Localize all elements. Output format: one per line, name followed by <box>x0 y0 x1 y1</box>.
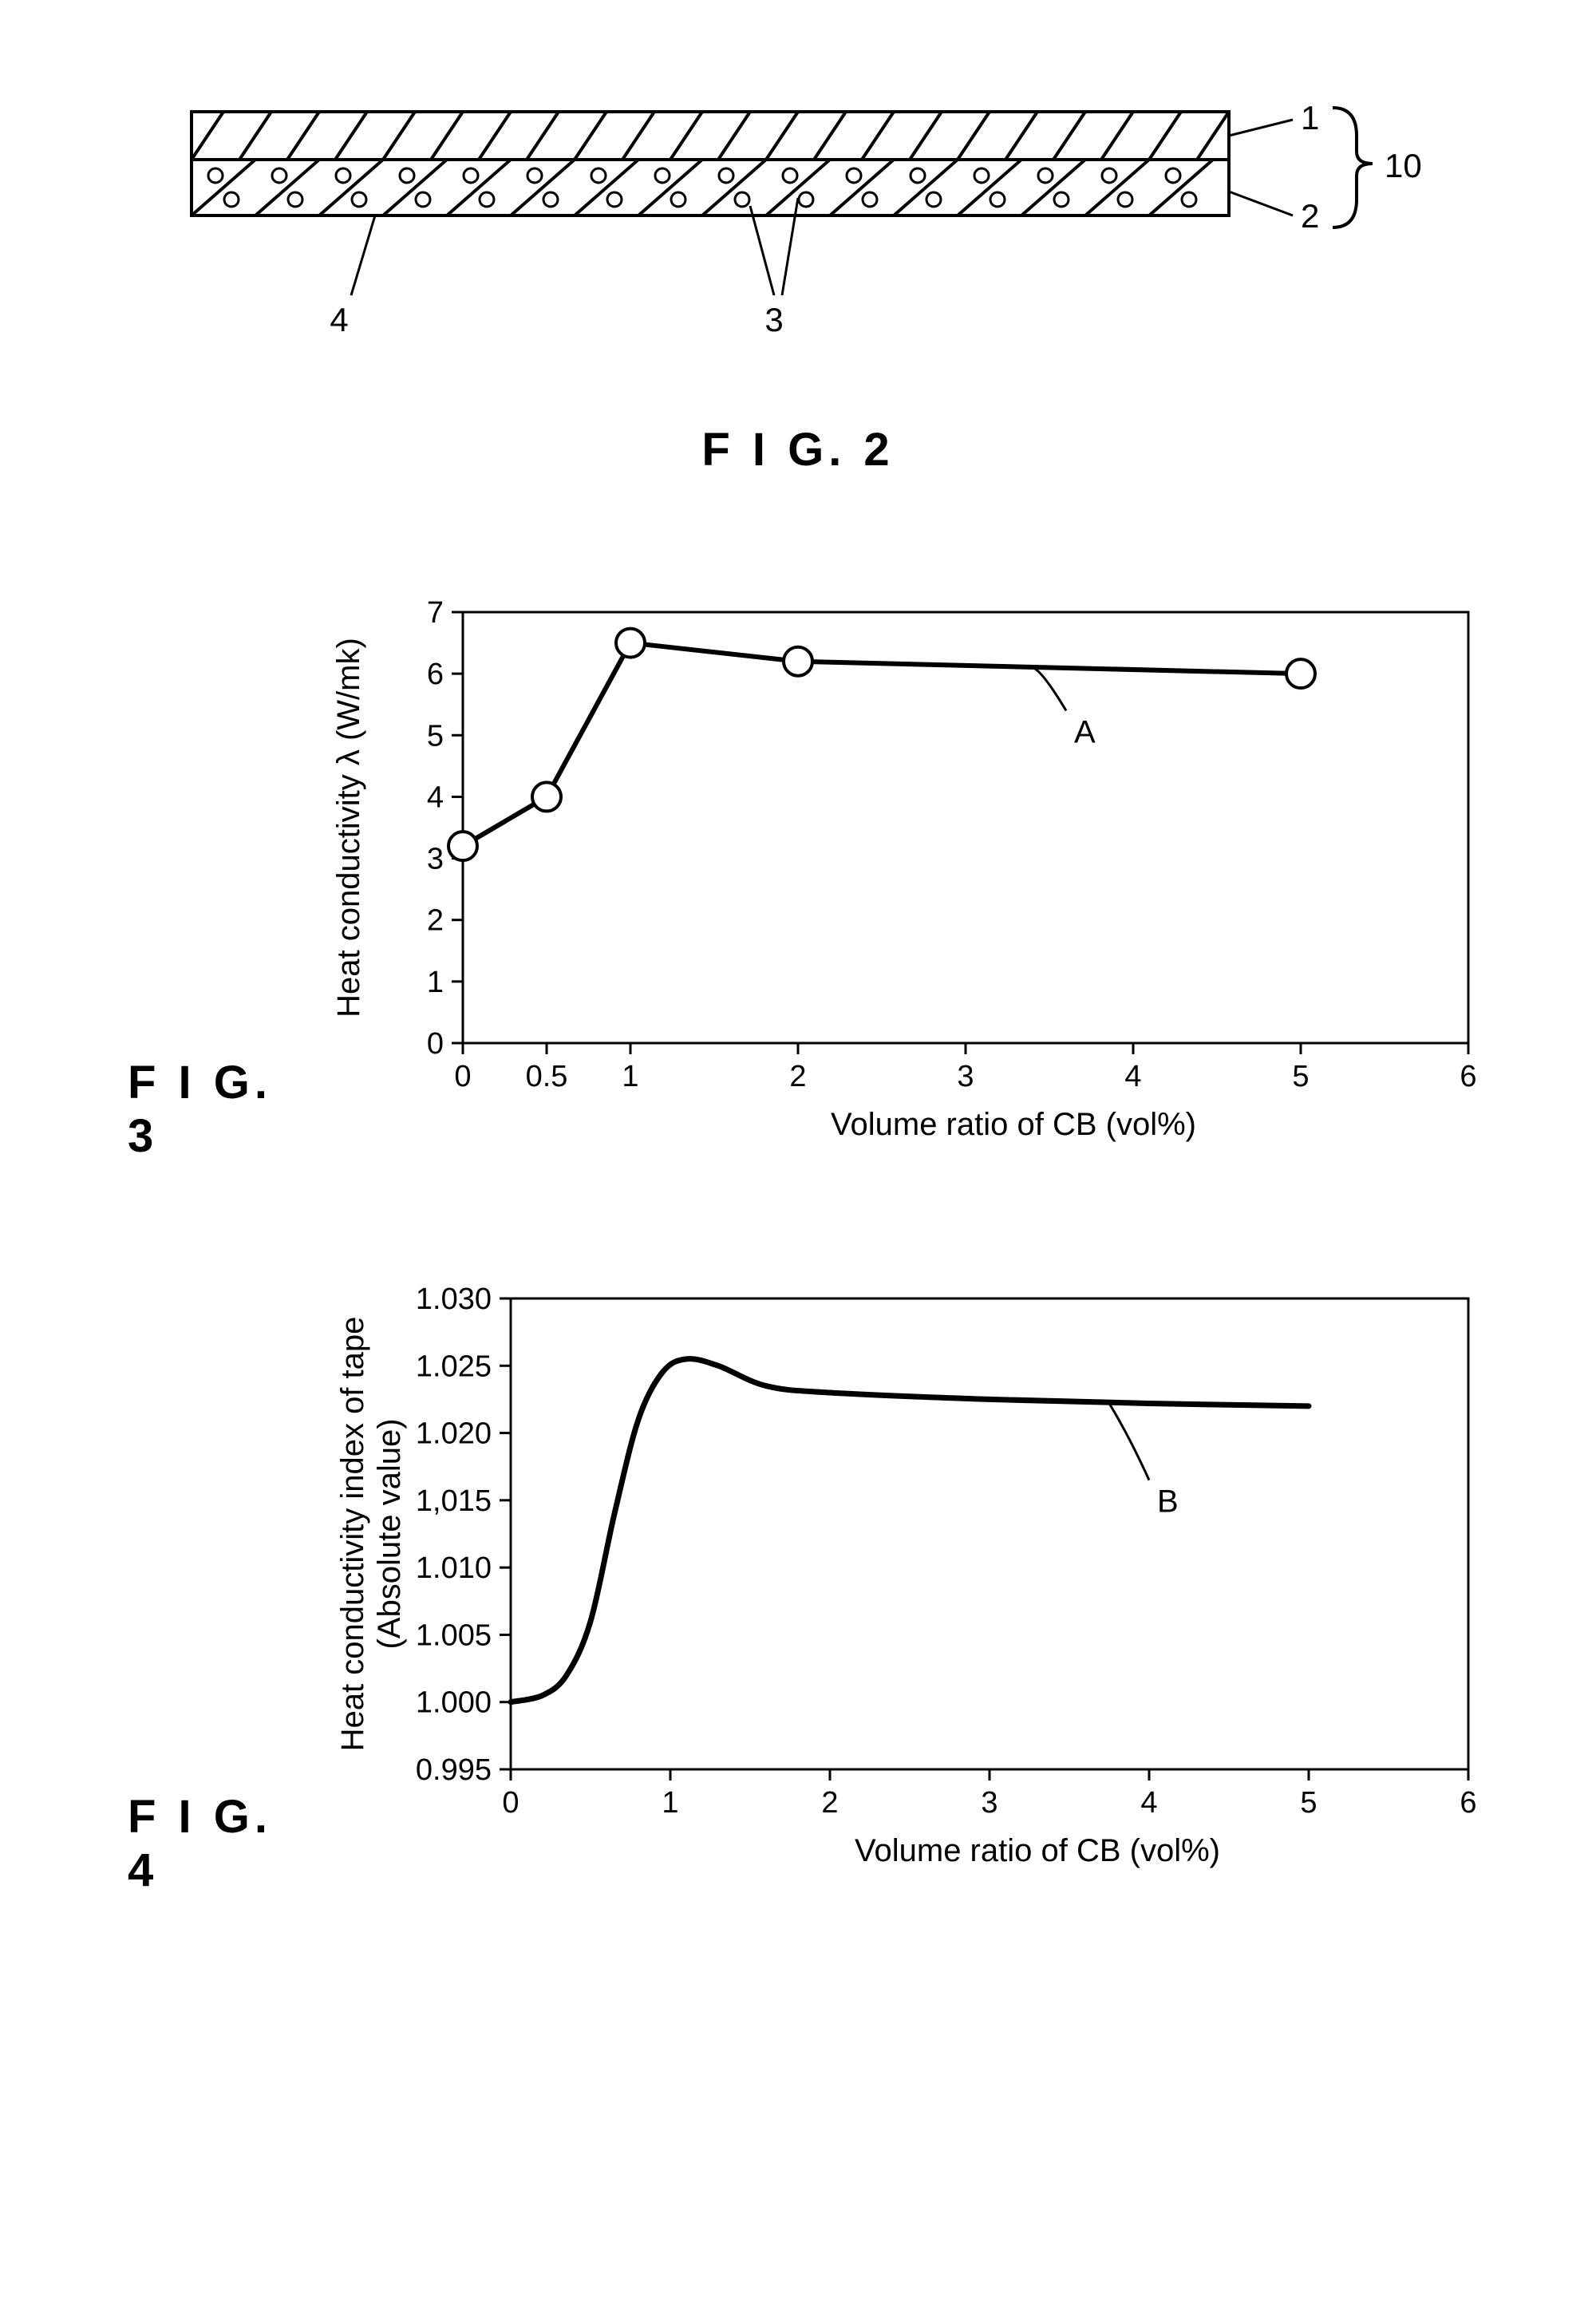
svg-text:5: 5 <box>1300 1786 1317 1820</box>
svg-text:0.5: 0.5 <box>526 1060 568 1093</box>
svg-text:Volume ratio of CB (vol%): Volume ratio of CB (vol%) <box>831 1107 1196 1142</box>
svg-text:5: 5 <box>427 719 444 753</box>
svg-text:3: 3 <box>957 1060 974 1093</box>
label-4: 4 <box>330 301 348 338</box>
svg-text:B: B <box>1157 1484 1179 1520</box>
svg-text:2: 2 <box>427 904 444 938</box>
label-10: 10 <box>1385 147 1422 184</box>
svg-text:6: 6 <box>1460 1060 1476 1093</box>
svg-text:Heat conductivity index of tap: Heat conductivity index of tape(Absolute… <box>335 1317 407 1752</box>
fig2-title: F I G. 2 <box>96 423 1500 476</box>
svg-text:2: 2 <box>821 1786 838 1820</box>
svg-text:0: 0 <box>502 1786 519 1820</box>
svg-text:Heat conductivity λ (W/mk): Heat conductivity λ (W/mk) <box>331 638 366 1018</box>
svg-text:1,015: 1,015 <box>416 1484 492 1518</box>
svg-text:1.025: 1.025 <box>416 1350 492 1383</box>
svg-text:1: 1 <box>662 1786 678 1820</box>
svg-text:0: 0 <box>454 1060 471 1093</box>
fig3-chart: 0 1 2 3 4 5 6 7 0 0.5 1 2 3 4 5 6 A Volume ratio of CB (v… <box>319 588 1500 1163</box>
svg-text:2: 2 <box>789 1060 806 1093</box>
svg-text:4: 4 <box>1140 1786 1157 1820</box>
fig2-drawing: 1 2 10 4 3 <box>96 64 1500 399</box>
figure-3: F I G. 3 0 1 2 3 4 5 6 7 0 0.5 1 2 3 4 5 6 A Volume ratio… <box>96 588 1500 1163</box>
fig4-title: F I G. 4 <box>128 1790 319 1897</box>
svg-text:1: 1 <box>427 966 444 999</box>
figure-4: F I G. 4 0.995 1.000 1.005 1.010 1,015 1.020 1… <box>96 1275 1500 1897</box>
label-2: 2 <box>1301 197 1319 235</box>
svg-text:6: 6 <box>1460 1786 1476 1820</box>
svg-text:3: 3 <box>981 1786 998 1820</box>
svg-text:1: 1 <box>622 1060 638 1093</box>
svg-text:1.005: 1.005 <box>416 1618 492 1652</box>
figure-2: 1 2 10 4 3 F I G. 2 <box>96 64 1500 476</box>
svg-text:1.030: 1.030 <box>416 1283 492 1316</box>
fig4-chart: 0.995 1.000 1.005 1.010 1,015 1.020 1.025 1.030… <box>319 1275 1500 1897</box>
svg-text:0.995: 0.995 <box>416 1753 492 1787</box>
label-3: 3 <box>764 301 783 338</box>
svg-text:5: 5 <box>1292 1060 1309 1093</box>
fig3-title: F I G. 3 <box>128 1056 319 1163</box>
svg-text:7: 7 <box>427 596 444 630</box>
svg-text:3: 3 <box>427 843 444 876</box>
svg-text:4: 4 <box>1124 1060 1141 1093</box>
svg-text:6: 6 <box>427 658 444 691</box>
svg-text:1.000: 1.000 <box>416 1686 492 1720</box>
svg-text:1.010: 1.010 <box>416 1551 492 1585</box>
svg-text:1.020: 1.020 <box>416 1417 492 1451</box>
svg-text:A: A <box>1074 714 1096 749</box>
svg-text:4: 4 <box>427 781 444 814</box>
svg-text:0: 0 <box>427 1027 444 1061</box>
label-1: 1 <box>1301 99 1319 136</box>
svg-text:Volume ratio of CB (vol%): Volume ratio of CB (vol%) <box>855 1833 1220 1868</box>
